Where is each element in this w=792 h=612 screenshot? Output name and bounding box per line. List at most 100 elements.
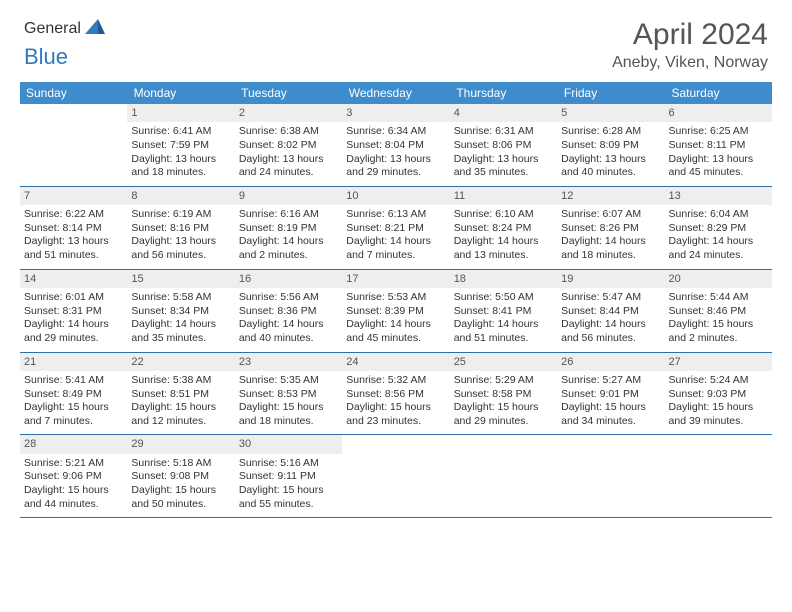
day-number: 30: [235, 435, 342, 453]
weekday-header: Wednesday: [343, 82, 451, 104]
day-cell: 5Sunrise: 6:28 AMSunset: 8:09 PMDaylight…: [557, 104, 664, 186]
daylight-text: Daylight: 13 hours and 35 minutes.: [454, 153, 553, 180]
week-row: 14Sunrise: 6:01 AMSunset: 8:31 PMDayligh…: [20, 270, 772, 353]
day-number: 25: [450, 353, 557, 371]
day-cell: 7Sunrise: 6:22 AMSunset: 8:14 PMDaylight…: [20, 187, 127, 269]
sunset-text: Sunset: 8:44 PM: [561, 305, 660, 319]
day-number: 7: [20, 187, 127, 205]
sunrise-text: Sunrise: 5:27 AM: [561, 374, 660, 388]
daylight-text: Daylight: 14 hours and 56 minutes.: [561, 318, 660, 345]
daylight-text: Daylight: 13 hours and 51 minutes.: [24, 235, 123, 262]
day-body: Sunrise: 6:41 AMSunset: 7:59 PMDaylight:…: [127, 122, 234, 186]
week-row: 21Sunrise: 5:41 AMSunset: 8:49 PMDayligh…: [20, 353, 772, 436]
day-cell: 10Sunrise: 6:13 AMSunset: 8:21 PMDayligh…: [342, 187, 449, 269]
daylight-text: Daylight: 14 hours and 45 minutes.: [346, 318, 445, 345]
sunset-text: Sunset: 9:11 PM: [239, 470, 338, 484]
day-number: 17: [342, 270, 449, 288]
weekday-header: Monday: [128, 82, 236, 104]
day-body: Sunrise: 5:38 AMSunset: 8:51 PMDaylight:…: [127, 371, 234, 435]
day-body: Sunrise: 5:44 AMSunset: 8:46 PMDaylight:…: [665, 288, 772, 352]
sunset-text: Sunset: 8:58 PM: [454, 388, 553, 402]
sunrise-text: Sunrise: 6:04 AM: [669, 208, 768, 222]
sunset-text: Sunset: 8:02 PM: [239, 139, 338, 153]
daylight-text: Daylight: 13 hours and 40 minutes.: [561, 153, 660, 180]
day-body: Sunrise: 5:58 AMSunset: 8:34 PMDaylight:…: [127, 288, 234, 352]
day-cell: [665, 435, 772, 517]
sunrise-text: Sunrise: 5:24 AM: [669, 374, 768, 388]
day-number: 28: [20, 435, 127, 453]
daylight-text: Daylight: 15 hours and 29 minutes.: [454, 401, 553, 428]
day-number: 26: [557, 353, 664, 371]
daylight-text: Daylight: 13 hours and 24 minutes.: [239, 153, 338, 180]
header: General April 2024 Aneby, Viken, Norway: [0, 0, 792, 72]
day-cell: 27Sunrise: 5:24 AMSunset: 9:03 PMDayligh…: [665, 353, 772, 435]
sunrise-text: Sunrise: 5:29 AM: [454, 374, 553, 388]
day-number: 1: [127, 104, 234, 122]
daylight-text: Daylight: 14 hours and 13 minutes.: [454, 235, 553, 262]
day-cell: 6Sunrise: 6:25 AMSunset: 8:11 PMDaylight…: [665, 104, 772, 186]
day-cell: 17 Sunrise: 5:53 AMSunset: 8:39 PMDayligh…: [342, 270, 449, 352]
day-body: Sunrise: 6:19 AMSunset: 8:16 PMDaylight:…: [127, 205, 234, 269]
daylight-text: Daylight: 14 hours and 7 minutes.: [346, 235, 445, 262]
day-cell: 9Sunrise: 6:16 AMSunset: 8:19 PMDaylight…: [235, 187, 342, 269]
sunset-text: Sunset: 8:29 PM: [669, 222, 768, 236]
sunset-text: Sunset: 8:14 PM: [24, 222, 123, 236]
day-number: 19: [557, 270, 664, 288]
sunset-text: Sunset: 8:53 PM: [239, 388, 338, 402]
day-cell: 13Sunrise: 6:04 AMSunset: 8:29 PMDayligh…: [665, 187, 772, 269]
day-number: 14: [20, 270, 127, 288]
daylight-text: Daylight: 15 hours and 7 minutes.: [24, 401, 123, 428]
sunset-text: Sunset: 8:16 PM: [131, 222, 230, 236]
sunrise-text: Sunrise: 6:41 AM: [131, 125, 230, 139]
day-number: 8: [127, 187, 234, 205]
day-cell: 20Sunrise: 5:44 AMSunset: 8:46 PMDayligh…: [665, 270, 772, 352]
daylight-text: Daylight: 15 hours and 2 minutes.: [669, 318, 768, 345]
daylight-text: Daylight: 13 hours and 56 minutes.: [131, 235, 230, 262]
day-body: Sunrise: 5:27 AMSunset: 9:01 PMDaylight:…: [557, 371, 664, 435]
day-cell: 1Sunrise: 6:41 AMSunset: 7:59 PMDaylight…: [127, 104, 234, 186]
weekday-header: Tuesday: [235, 82, 343, 104]
day-cell: 11Sunrise: 6:10 AMSunset: 8:24 PMDayligh…: [450, 187, 557, 269]
day-cell: 21Sunrise: 5:41 AMSunset: 8:49 PMDayligh…: [20, 353, 127, 435]
daylight-text: Daylight: 15 hours and 44 minutes.: [24, 484, 123, 511]
day-number: 20: [665, 270, 772, 288]
sunset-text: Sunset: 8:06 PM: [454, 139, 553, 153]
title-block: April 2024 Aneby, Viken, Norway: [612, 18, 768, 72]
day-cell: 2Sunrise: 6:38 AMSunset: 8:02 PMDaylight…: [235, 104, 342, 186]
day-cell: [450, 435, 557, 517]
day-body: Sunrise: 6:22 AMSunset: 8:14 PMDaylight:…: [20, 205, 127, 269]
sunrise-text: Sunrise: 5:50 AM: [454, 291, 553, 305]
day-body: Sunrise: 5:18 AMSunset: 9:08 PMDaylight:…: [127, 454, 234, 518]
sunrise-text: Sunrise: 6:25 AM: [669, 125, 768, 139]
week-row: 7Sunrise: 6:22 AMSunset: 8:14 PMDaylight…: [20, 187, 772, 270]
sunset-text: Sunset: 8:39 PM: [346, 305, 445, 319]
sunset-text: Sunset: 7:59 PM: [131, 139, 230, 153]
day-number: 21: [20, 353, 127, 371]
daylight-text: Daylight: 13 hours and 18 minutes.: [131, 153, 230, 180]
daylight-text: Daylight: 14 hours and 51 minutes.: [454, 318, 553, 345]
sunrise-text: Sunrise: 5:53 AM: [346, 291, 445, 305]
daylight-text: Daylight: 15 hours and 50 minutes.: [131, 484, 230, 511]
daylight-text: Daylight: 13 hours and 29 minutes.: [346, 153, 445, 180]
daylight-text: Daylight: 14 hours and 35 minutes.: [131, 318, 230, 345]
day-cell: 19 Sunrise: 5:47 AMSunset: 8:44 PMDayligh…: [557, 270, 664, 352]
week-row: 1Sunrise: 6:41 AMSunset: 7:59 PMDaylight…: [20, 104, 772, 187]
day-number: 18: [450, 270, 557, 288]
sunset-text: Sunset: 8:24 PM: [454, 222, 553, 236]
day-cell: 24Sunrise: 5:32 AMSunset: 8:56 PMDayligh…: [342, 353, 449, 435]
week-row: 28Sunrise: 5:21 AMSunset: 9:06 PMDayligh…: [20, 435, 772, 518]
daylight-text: Daylight: 14 hours and 40 minutes.: [239, 318, 338, 345]
sunset-text: Sunset: 8:49 PM: [24, 388, 123, 402]
sunrise-text: Sunrise: 6:10 AM: [454, 208, 553, 222]
sunrise-text: Sunrise: 6:19 AM: [131, 208, 230, 222]
day-cell: 26Sunrise: 5:27 AMSunset: 9:01 PMDayligh…: [557, 353, 664, 435]
sunrise-text: Sunrise: 6:31 AM: [454, 125, 553, 139]
day-body: Sunrise: 6:16 AMSunset: 8:19 PMDaylight:…: [235, 205, 342, 269]
day-body: Sunrise: 6:13 AMSunset: 8:21 PMDaylight:…: [342, 205, 449, 269]
sunrise-text: Sunrise: 5:47 AM: [561, 291, 660, 305]
day-cell: 23Sunrise: 5:35 AMSunset: 8:53 PMDayligh…: [235, 353, 342, 435]
daylight-text: Daylight: 14 hours and 2 minutes.: [239, 235, 338, 262]
day-cell: 29Sunrise: 5:18 AMSunset: 9:08 PMDayligh…: [127, 435, 234, 517]
day-body: Sunrise: 6:34 AMSunset: 8:04 PMDaylight:…: [342, 122, 449, 186]
sunrise-text: Sunrise: 5:38 AM: [131, 374, 230, 388]
